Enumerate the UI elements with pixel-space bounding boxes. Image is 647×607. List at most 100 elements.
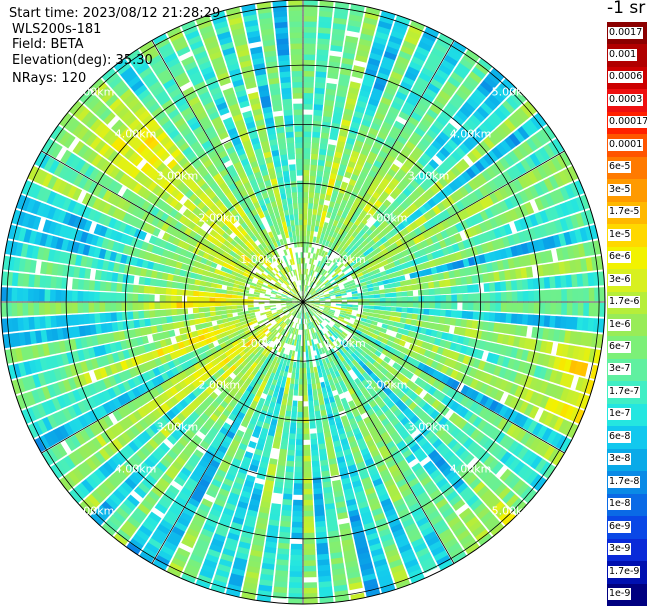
range-gate: [435, 442, 447, 454]
range-gate: [525, 470, 539, 485]
range-gate: [143, 294, 150, 302]
range-gate: [116, 529, 131, 543]
range-gate: [250, 400, 258, 408]
range-gate: [337, 427, 346, 436]
range-gate: [192, 302, 199, 308]
range-gate: [205, 553, 219, 564]
range-gate: [296, 328, 299, 335]
range-gate: [377, 400, 386, 409]
range-gate: [332, 377, 339, 385]
range-gate: [487, 458, 500, 471]
range-gate: [317, 308, 324, 313]
range-gate: [549, 315, 556, 328]
range-gate: [529, 338, 537, 351]
range-gate: [438, 528, 453, 541]
range-gate: [333, 352, 339, 360]
range-gate: [259, 506, 270, 515]
range-gate: [413, 447, 424, 458]
range-gate: [254, 425, 262, 433]
range-gate: [187, 558, 202, 570]
range-gate: [490, 479, 503, 493]
range-gate: [313, 493, 324, 501]
range-gate: [198, 296, 205, 302]
range-gate: [330, 552, 343, 560]
range-gate: [442, 486, 455, 498]
range-gate: [280, 347, 286, 354]
range-gate: [551, 432, 563, 448]
range-gate: [436, 392, 446, 402]
range-gate: [296, 428, 303, 435]
range-gate: [548, 448, 561, 464]
range-gate: [343, 488, 354, 496]
range-gate: [277, 542, 290, 550]
range-gate: [314, 410, 321, 418]
range-gate: [190, 492, 203, 503]
range-gate: [430, 514, 444, 526]
range-gate: [328, 419, 336, 426]
range-gate: [303, 131, 312, 138]
range-gate: [362, 311, 369, 316]
range-gate: [71, 302, 78, 314]
range-gate: [27, 288, 34, 302]
range-gate: [298, 219, 303, 226]
range-gate: [254, 448, 263, 457]
range-gate: [311, 308, 317, 313]
range-gate: [399, 463, 411, 474]
range-gate: [332, 315, 339, 320]
range-gate: [321, 358, 327, 366]
range-gate: [522, 362, 532, 375]
range-gate: [289, 361, 294, 368]
range-gate: [202, 422, 213, 432]
range-gate: [545, 341, 554, 354]
range-gate: [471, 444, 483, 457]
range-gate: [214, 302, 221, 307]
range-gate: [303, 516, 314, 523]
range-gate: [303, 510, 314, 517]
range-gate: [498, 486, 512, 500]
range-gate: [201, 454, 212, 464]
range-gate: [138, 525, 153, 538]
range-gate: [452, 499, 466, 511]
range-gate: [378, 528, 392, 538]
range-gate: [202, 523, 216, 534]
range-gate: [316, 365, 322, 373]
range-gate: [280, 341, 285, 348]
range-gate: [455, 393, 465, 404]
range-gate: [494, 377, 504, 389]
range-gate: [209, 459, 221, 469]
range-gate: [49, 289, 56, 302]
range-gate: [288, 349, 293, 357]
range-gate: [311, 333, 315, 340]
range-gate: [521, 314, 529, 325]
range-gate: [314, 405, 320, 412]
range-gate: [439, 339, 447, 348]
range-gate: [269, 514, 280, 522]
range-gate: [339, 312, 346, 316]
range-gate: [133, 507, 148, 520]
range-gate: [288, 389, 294, 396]
range-gate: [303, 246, 306, 253]
range-gate: [370, 430, 380, 440]
range-gate: [427, 396, 437, 406]
range-gate: [256, 378, 263, 386]
range-gate: [193, 513, 207, 524]
range-gate: [336, 422, 344, 430]
range-gate: [439, 431, 450, 442]
range-gate: [305, 312, 309, 319]
range-gate: [130, 512, 144, 525]
range-gate: [384, 409, 393, 418]
range-gate: [323, 346, 328, 353]
range-gate: [138, 276, 146, 285]
range-gate: [396, 390, 406, 400]
range-gate: [212, 579, 227, 589]
range-gate: [376, 523, 390, 533]
range-gate: [485, 425, 497, 438]
range-gate: [300, 252, 303, 259]
range-gate: [478, 435, 490, 448]
range-gate: [303, 186, 309, 193]
range-gate: [450, 310, 458, 318]
range-gate: [320, 381, 326, 389]
range-gate: [363, 578, 378, 588]
range-gate: [410, 415, 420, 425]
range-gate: [261, 562, 275, 571]
